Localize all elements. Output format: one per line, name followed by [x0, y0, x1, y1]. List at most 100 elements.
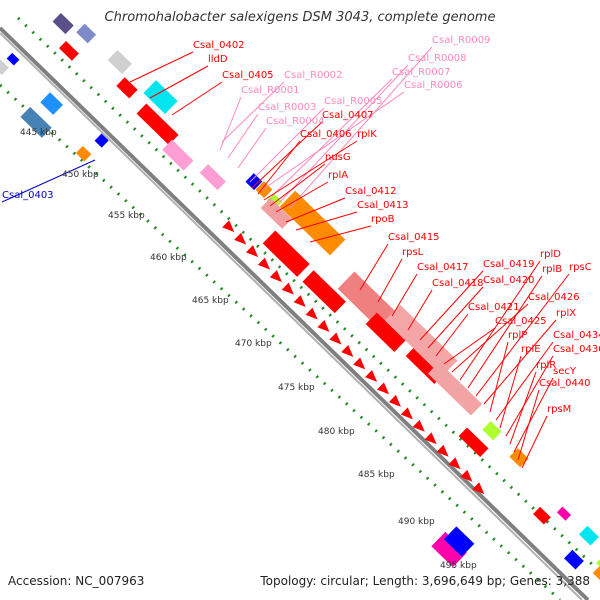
gene-feature [533, 506, 551, 525]
gene-feature-block [199, 164, 226, 191]
label-leader-line [275, 181, 329, 213]
feature-label: Csal_R0003 [258, 102, 317, 113]
gene-arrow-head [246, 245, 259, 258]
gene-feature-block [107, 49, 132, 74]
gene-feature [579, 525, 599, 546]
label-leader-line [467, 275, 543, 389]
gene-arrow-head [281, 282, 294, 295]
label-leader-line [443, 327, 496, 365]
gene-feature-block [52, 12, 74, 35]
gene-feature [262, 230, 310, 277]
gene-arrow-head [329, 332, 342, 345]
gene-feature [40, 92, 63, 115]
tick-label: 445 kbp [20, 128, 57, 138]
feature-label: Csal_R0008 [408, 53, 467, 64]
gene-arrow-head [448, 457, 461, 470]
gene-feature-block [365, 312, 406, 352]
inner-dotted-ring [0, 83, 562, 600]
feature-label: Csal_R0002 [284, 70, 343, 81]
feature-label: rplE [521, 344, 541, 355]
gene-feature-block [136, 103, 179, 145]
feature-label: Csal_0426 [528, 292, 580, 303]
gene-feature-block [76, 23, 97, 44]
label-leader-line [517, 389, 540, 461]
gene-feature [365, 312, 406, 352]
feature-label: Csal_0419 [483, 259, 535, 270]
gene-feature-block [279, 190, 346, 256]
gene-arrow [460, 469, 473, 482]
tick-label: 460 kbp [150, 253, 187, 263]
gene-feature [431, 531, 467, 568]
feature-label: Csal_0421 [468, 302, 520, 313]
feature-label: rplB [542, 264, 562, 275]
tick-label: 475 kbp [278, 383, 315, 393]
gene-arrow-head [341, 344, 354, 357]
gene-feature [458, 427, 489, 458]
gene-feature-block [458, 427, 489, 458]
gene-arrow-head [365, 369, 378, 382]
feature-label: Csal_R0004 [266, 116, 325, 127]
gene-feature-block [431, 531, 467, 568]
gene-arrow [436, 444, 449, 457]
tick-label: 455 kbp [108, 211, 145, 221]
gene-feature-block [266, 193, 283, 209]
feature-label: Csal_0415 [388, 232, 440, 243]
gene-feature [443, 526, 475, 557]
gene-arrow-head [460, 469, 473, 482]
genome-backbone [0, 26, 590, 600]
feature-label: Csal_R0001 [241, 85, 300, 96]
gene-arrow [329, 332, 342, 345]
tick-label: 485 kbp [358, 470, 395, 480]
feature-label: Csal_R0005 [324, 96, 383, 107]
gene-feature [136, 103, 179, 145]
gene-arrow [376, 382, 390, 395]
gene-arrow [400, 407, 413, 420]
gene-arrow [424, 432, 437, 445]
feature-label: Csal_0440 [539, 378, 591, 389]
gene-feature [260, 197, 293, 229]
gene-arrow-head [222, 220, 235, 233]
label-leader-line [171, 81, 223, 116]
tick-labels: 445 kbp 450 kbp 455 kbp 460 kbp 465 kbp 470 k… [20, 128, 477, 571]
gene-feature [20, 106, 52, 138]
feature-label: Csal_R0006 [404, 80, 463, 91]
label-leader-line [309, 225, 372, 243]
label-leaders [1, 46, 570, 469]
label-leader-line [427, 286, 484, 349]
label-leader-line [495, 341, 554, 421]
feature-label: rplA [328, 170, 348, 181]
label-leader-line [359, 243, 389, 291]
feature-label: Csal_0434 [553, 330, 600, 341]
feature-label: rpsC [569, 262, 592, 273]
gene-feature [52, 12, 74, 35]
gene-feature-block [245, 173, 263, 191]
gene-feature-block [482, 421, 502, 441]
gene-arrow-head [412, 419, 425, 432]
gene-arrow [222, 220, 235, 233]
feature-label: rplD [540, 249, 561, 260]
gene-feature-block [116, 77, 138, 99]
label-leader-line [435, 313, 469, 357]
gene-feature-block [427, 362, 483, 416]
gene-feature [199, 164, 226, 191]
label-leader-line [263, 140, 358, 201]
label-leader-line [289, 46, 433, 209]
gene-arrow [246, 245, 259, 258]
gene-feature [302, 270, 346, 314]
feature-label: Csal_0405 [222, 70, 274, 81]
label-leader-line [505, 355, 554, 437]
tick-label: 480 kbp [318, 427, 355, 437]
gene-feature [94, 133, 109, 148]
label-leader-line [295, 211, 358, 231]
tick-label: 465 kbp [192, 296, 229, 306]
label-leader-line [489, 341, 509, 413]
gene-feature-block [6, 52, 20, 66]
gene-feature-block [59, 40, 79, 61]
feature-label: Csal_0402 [193, 40, 245, 51]
tick-label: 490 kbp [398, 517, 435, 527]
feature-label: secY [553, 366, 577, 377]
label-leader-line [269, 163, 326, 207]
label-leader-line [249, 107, 325, 183]
gene-feature [279, 190, 346, 256]
